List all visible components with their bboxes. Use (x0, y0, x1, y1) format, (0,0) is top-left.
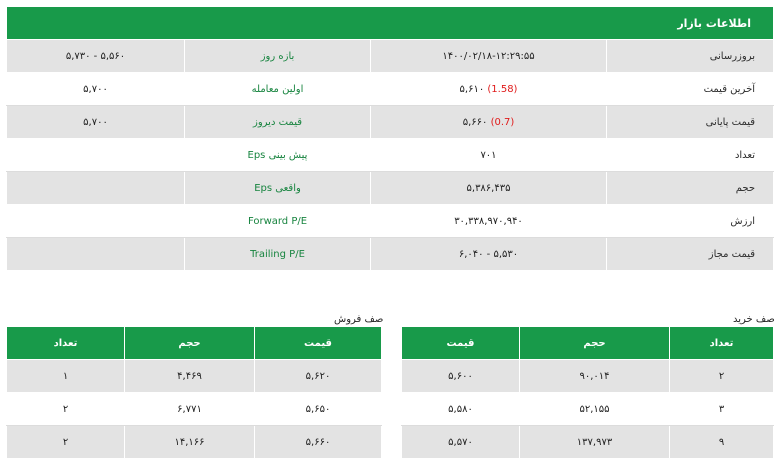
sell-price: ۵,۶۲۰ (254, 359, 382, 393)
market-value: ۷۰۱ (370, 138, 607, 172)
market-value2 (6, 171, 185, 205)
col-volume-header: حجم (124, 326, 255, 360)
sell-volume: ۶,۷۷۱ (124, 392, 255, 426)
buy-volume: ۹۰,۰۱۴ (519, 359, 670, 393)
col-count-header: تعداد (669, 326, 774, 360)
market-value2 (6, 204, 185, 238)
market-label2: Eps واقعی (184, 171, 371, 205)
market-value2: ۵,۷۰۰ (6, 105, 185, 139)
market-row: ۵,۷۰۰ اولین معامله ۵,۶۱۰ (1.58) آخرین قی… (6, 72, 775, 106)
sell-queue-title: صف فروش (334, 314, 384, 325)
market-value: ۳۰,۳۳۸,۹۷۰,۹۴۰ (370, 204, 607, 238)
market-label2: اولین معامله (184, 72, 371, 106)
buy-price: ۵,۶۰۰ (401, 359, 520, 393)
market-label: قیمت مجاز (605, 237, 775, 271)
sell-volume: ۴,۴۶۹ (124, 359, 255, 393)
buy-queue-table: قیمت حجم تعداد ۵,۶۰۰ ۹۰,۰۱۴ ۲ ۵,۵۸۰ ۵۲,۱… (401, 326, 774, 459)
price-change: (1.58) (487, 83, 518, 95)
col-price-header: قیمت (401, 326, 520, 360)
buy-queue-title: صف خرید (733, 314, 775, 325)
market-value2 (6, 138, 185, 172)
sell-queue-row: ۱ ۴,۴۶۹ ۵,۶۲۰ (6, 359, 382, 393)
market-row: ۵,۷۰۰ قیمت دیروز ۵,۶۶۰ (0.7) قیمت پایانی (6, 105, 775, 139)
buy-price: ۵,۵۸۰ (401, 392, 520, 426)
market-info-table: اطلاعات بازار ۵,۷۳۰ - ۵,۵۶۰ بازه روز ۱۴۰… (5, 6, 775, 271)
sell-price: ۵,۶۵۰ (254, 392, 382, 426)
market-label: آخرین قیمت (605, 72, 775, 106)
sell-queue-row: ۲ ۶,۷۷۱ ۵,۶۵۰ (6, 392, 382, 426)
buy-price: ۵,۵۷۰ (401, 425, 520, 459)
sell-count: ۲ (6, 425, 125, 459)
buy-volume: ۱۳۷,۹۷۳ (519, 425, 670, 459)
price-change: (0.7) (490, 116, 515, 128)
market-value2 (6, 237, 185, 271)
col-price-header: قیمت (254, 326, 382, 360)
market-label2: Forward P/E (184, 204, 371, 238)
market-value2: ۵,۷۰۰ (6, 72, 185, 106)
market-row: Forward P/E ۳۰,۳۳۸,۹۷۰,۹۴۰ ارزش (6, 204, 775, 238)
market-value: ۱۴۰۰/۰۲/۱۸-۱۲:۲۹:۵۵ (370, 39, 607, 73)
market-label2: Eps پیش بینی (184, 138, 371, 172)
market-value: ۵,۶۶۰ (0.7) (370, 105, 607, 139)
market-row: Eps پیش بینی ۷۰۱ تعداد (6, 138, 775, 172)
market-label: حجم (605, 171, 775, 205)
buy-count: ۳ (669, 392, 774, 426)
market-label: بروزرسانی (605, 39, 775, 73)
sell-queue-table: تعداد حجم قیمت ۱ ۴,۴۶۹ ۵,۶۲۰ ۲ ۶,۷۷۱ ۵,۶… (6, 326, 382, 459)
market-value: ۵,۳۸۶,۴۳۵ (370, 171, 607, 205)
market-value2: ۵,۷۳۰ - ۵,۵۶۰ (6, 39, 185, 73)
buy-count: ۹ (669, 425, 774, 459)
buy-count: ۲ (669, 359, 774, 393)
market-info-title: اطلاعات بازار (5, 6, 775, 40)
market-row: Eps واقعی ۵,۳۸۶,۴۳۵ حجم (6, 171, 775, 205)
col-volume-header: حجم (519, 326, 670, 360)
col-count-header: تعداد (6, 326, 125, 360)
sell-queue-header: تعداد حجم قیمت (6, 326, 382, 360)
sell-queue-row: ۲ ۱۴,۱۶۶ ۵,۶۶۰ (6, 425, 382, 459)
market-label2: قیمت دیروز (184, 105, 371, 139)
market-label2: Trailing P/E (184, 237, 371, 271)
buy-queue-row: ۵,۶۰۰ ۹۰,۰۱۴ ۲ (401, 359, 774, 393)
market-row: ۵,۷۳۰ - ۵,۵۶۰ بازه روز ۱۴۰۰/۰۲/۱۸-۱۲:۲۹:… (6, 39, 775, 73)
sell-price: ۵,۶۶۰ (254, 425, 382, 459)
market-row: Trailing P/E ۶,۰۴۰ - ۵,۵۳۰ قیمت مجاز (6, 237, 775, 271)
sell-count: ۱ (6, 359, 125, 393)
market-info-header-row: اطلاعات بازار (5, 6, 775, 40)
market-label2: بازه روز (184, 39, 371, 73)
sell-volume: ۱۴,۱۶۶ (124, 425, 255, 459)
market-value: ۶,۰۴۰ - ۵,۵۳۰ (370, 237, 607, 271)
market-label: ارزش (605, 204, 775, 238)
market-value: ۵,۶۱۰ (1.58) (370, 72, 607, 106)
buy-queue-row: ۵,۵۷۰ ۱۳۷,۹۷۳ ۹ (401, 425, 774, 459)
market-label: تعداد (605, 138, 775, 172)
buy-queue-row: ۵,۵۸۰ ۵۲,۱۵۵ ۳ (401, 392, 774, 426)
buy-queue-header: قیمت حجم تعداد (401, 326, 774, 360)
sell-count: ۲ (6, 392, 125, 426)
market-label: قیمت پایانی (605, 105, 775, 139)
buy-volume: ۵۲,۱۵۵ (519, 392, 670, 426)
